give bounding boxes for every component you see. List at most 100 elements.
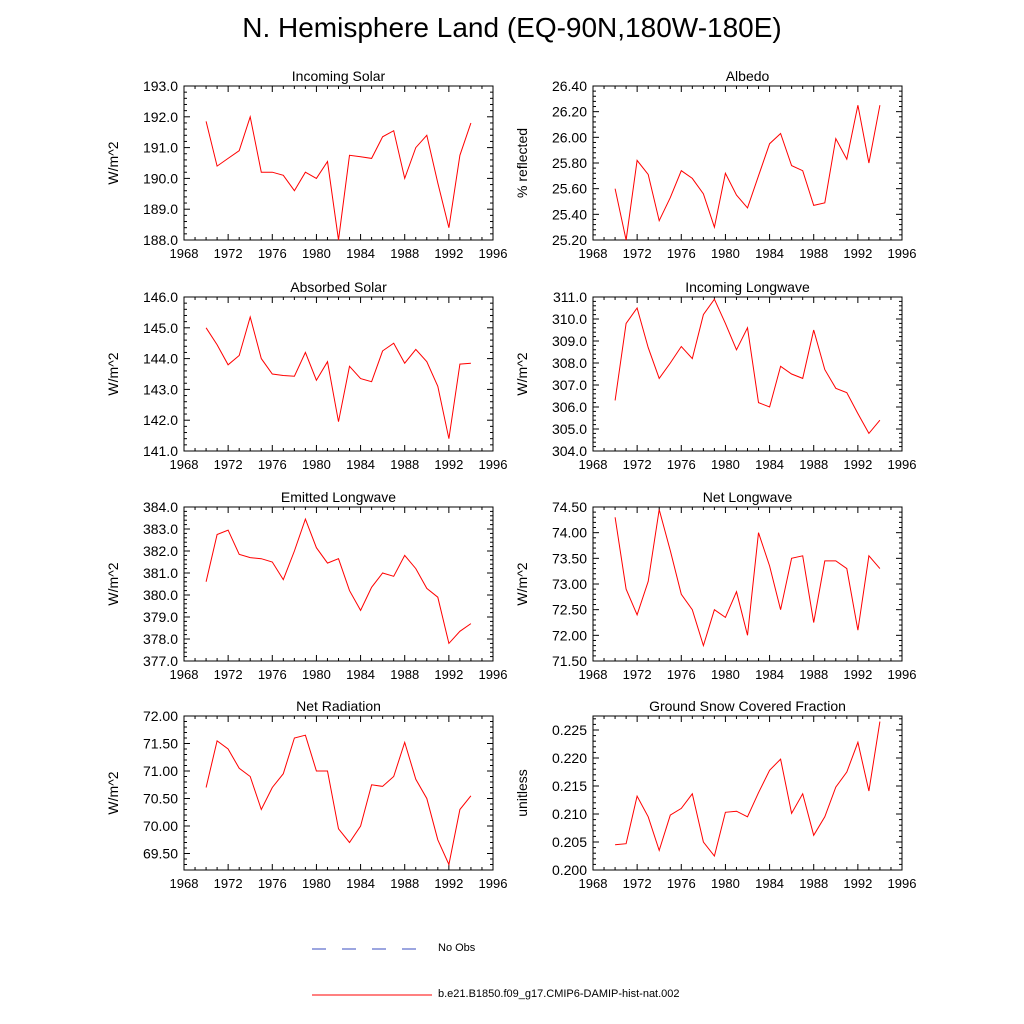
series-line: [205, 114, 472, 241]
y-axis-label: W/m^2: [105, 352, 121, 395]
plot-frame: [183, 506, 494, 662]
y-tick-label: 191.0: [143, 140, 178, 156]
y-tick-label: 193.0: [143, 78, 178, 94]
plot-frame: [592, 715, 903, 871]
x-tick-label: 1976: [258, 667, 287, 682]
x-tick-label: 1976: [258, 246, 287, 261]
y-tick-label: 0.225: [552, 722, 587, 738]
x-tick-label: 1976: [667, 876, 696, 891]
x-tick-label: 1984: [346, 667, 375, 682]
y-tick-label: 309.0: [552, 333, 587, 349]
y-tick-label: 381.0: [143, 565, 178, 581]
y-tick-label: 72.00: [552, 627, 587, 643]
x-tick-label: 1972: [214, 246, 243, 261]
x-tick-label: 1972: [623, 246, 652, 261]
series-line: [615, 721, 881, 858]
x-tick-label: 1984: [755, 876, 784, 891]
chart-panel: 1968 1972 1976 1980 1984 1988 1992 1996 71.50 72.…: [514, 489, 916, 682]
x-tick-label: 1988: [390, 667, 419, 682]
y-tick-label: 25.60: [552, 181, 587, 197]
x-tick-label: 1992: [843, 876, 872, 891]
y-tick-label: 0.205: [552, 834, 587, 850]
y-axis-label: unitless: [514, 769, 530, 816]
x-tick-label: 1980: [711, 876, 740, 891]
x-tick-label: 1976: [258, 876, 287, 891]
panel-title: Incoming Solar: [292, 68, 386, 84]
chart-panel: 1968 1972 1976 1980 1984 1988 1992 1996 377.0 378…: [105, 489, 507, 682]
panel-title: Albedo: [726, 68, 770, 84]
y-tick-label: 304.0: [552, 443, 587, 459]
plot-frame: [183, 715, 494, 871]
x-tick-label: 1988: [390, 876, 419, 891]
y-tick-label: 308.0: [552, 355, 587, 371]
y-tick-label: 26.20: [552, 104, 587, 120]
y-axis-label: W/m^2: [514, 352, 530, 395]
y-axis-label: W/m^2: [514, 562, 530, 605]
chart-panel: 1968 1972 1976 1980 1984 1988 1992 1996 304.0 305…: [514, 279, 916, 472]
chart-panel: 1968 1972 1976 1980 1984 1988 1992 1996 69.50 70.…: [105, 698, 507, 891]
y-tick-label: 311.0: [553, 289, 587, 305]
y-tick-label: 378.0: [143, 631, 178, 647]
x-tick-label: 1992: [843, 246, 872, 261]
panel-title: Incoming Longwave: [685, 279, 810, 295]
plot-frame: [592, 296, 903, 452]
panel-title: Absorbed Solar: [290, 279, 387, 295]
x-tick-label: 1996: [479, 876, 508, 891]
y-tick-label: 72.00: [143, 708, 178, 724]
panel-title: Net Radiation: [296, 698, 381, 714]
y-tick-label: 307.0: [552, 377, 587, 393]
panel-title: Net Longwave: [703, 489, 793, 505]
x-tick-label: 1988: [799, 876, 828, 891]
y-tick-label: 192.0: [143, 109, 178, 125]
plot-frame: [592, 506, 903, 662]
chart-panel: 1968 1972 1976 1980 1984 1988 1992 1996 0.200 0.2…: [514, 698, 916, 891]
series-line: [205, 517, 472, 645]
x-tick-label: 1996: [479, 457, 508, 472]
x-tick-label: 1992: [843, 667, 872, 682]
y-tick-label: 143.0: [143, 381, 178, 397]
y-tick-label: 26.40: [552, 78, 587, 94]
y-tick-label: 70.00: [143, 818, 178, 834]
y-tick-label: 310.0: [552, 311, 587, 327]
y-tick-label: 142.0: [143, 412, 178, 428]
y-tick-label: 25.80: [552, 155, 587, 171]
x-tick-label: 1996: [888, 876, 917, 891]
x-tick-label: 1972: [214, 876, 243, 891]
x-tick-label: 1984: [755, 457, 784, 472]
x-tick-label: 1968: [170, 246, 199, 261]
chart-panel: 1968 1972 1976 1980 1984 1988 1992 1996 25.20 25.…: [514, 68, 916, 261]
x-tick-label: 1968: [579, 457, 608, 472]
panel-title: Ground Snow Covered Fraction: [649, 698, 846, 714]
x-tick-label: 1972: [623, 667, 652, 682]
y-axis-label: W/m^2: [105, 141, 121, 184]
x-tick-label: 1992: [434, 457, 463, 472]
x-tick-label: 1972: [623, 876, 652, 891]
y-tick-label: 71.50: [143, 736, 178, 752]
x-tick-label: 1968: [170, 667, 199, 682]
y-tick-label: 145.0: [143, 320, 178, 336]
y-tick-label: 384.0: [143, 499, 178, 515]
y-tick-label: 0.220: [552, 750, 587, 766]
chart-panel: 1968 1972 1976 1980 1984 1988 1992 1996 188.0 189…: [105, 68, 507, 261]
y-axis-label: W/m^2: [105, 771, 121, 814]
x-tick-label: 1976: [258, 457, 287, 472]
x-tick-label: 1980: [302, 667, 331, 682]
y-tick-label: 306.0: [552, 399, 587, 415]
series-line: [614, 105, 881, 241]
x-tick-label: 1972: [214, 667, 243, 682]
x-tick-label: 1972: [214, 457, 243, 472]
x-tick-label: 1992: [434, 876, 463, 891]
x-tick-label: 1976: [667, 667, 696, 682]
y-axis-label: % reflected: [514, 128, 530, 198]
y-tick-label: 69.50: [143, 846, 178, 862]
y-tick-label: 305.0: [552, 421, 587, 437]
x-tick-label: 1968: [170, 876, 199, 891]
page-title: N. Hemisphere Land (EQ-90N,180W-180E): [242, 12, 782, 43]
y-axis-label: W/m^2: [105, 562, 121, 605]
x-tick-label: 1996: [479, 667, 508, 682]
y-tick-label: 188.0: [143, 232, 178, 248]
x-tick-label: 1992: [843, 457, 872, 472]
y-tick-label: 0.210: [552, 806, 587, 822]
y-tick-label: 383.0: [143, 521, 178, 537]
